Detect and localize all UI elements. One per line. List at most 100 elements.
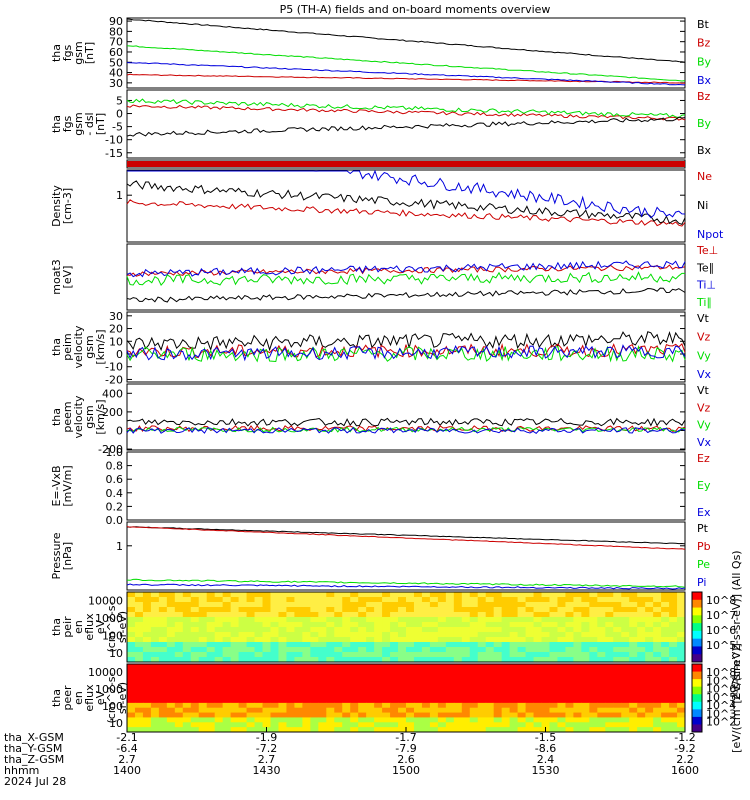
heatmap-cell — [645, 722, 654, 728]
panel-temp: moat3[eV]Te⊥Te∥Ti⊥Ti∥ — [50, 243, 718, 311]
heatmap-cell — [429, 698, 439, 704]
heatmap-cell — [398, 664, 407, 670]
ylabel-line: sr-eV) — [116, 611, 129, 643]
heatmap-cell — [198, 632, 208, 638]
heatmap-cell — [677, 612, 686, 618]
heatmap-cell — [214, 664, 224, 670]
heatmap-cell — [286, 727, 295, 733]
heatmap-cell — [445, 637, 455, 643]
heatmap-cell — [525, 642, 535, 648]
heatmap-cell — [158, 668, 168, 675]
heatmap-cell — [127, 698, 136, 704]
ylabel-line: velocity — [72, 325, 85, 368]
heatmap-cell — [573, 637, 582, 643]
heatmap-cell — [190, 707, 200, 714]
heatmap-cell — [246, 707, 256, 714]
heatmap-cell — [366, 668, 375, 675]
heatmap-cell — [541, 712, 550, 718]
panel-frame — [126, 311, 686, 383]
heatmap-cell — [166, 727, 176, 733]
heatmap-cell — [326, 632, 335, 638]
heatmap-cell — [493, 652, 503, 658]
heatmap-cell — [198, 678, 208, 684]
heatmap-cell — [629, 717, 638, 723]
heatmap-cell — [501, 617, 511, 623]
heatmap-cell — [270, 707, 279, 714]
heatmap-cell — [222, 602, 232, 608]
legend-efield-Ey: Ey — [697, 479, 711, 492]
heatmap-cell — [421, 717, 431, 723]
heatmap-cell — [278, 602, 287, 608]
heatmap-cell — [238, 707, 248, 714]
heatmap-cell — [198, 693, 208, 699]
heatmap-cell — [127, 673, 136, 680]
heatmap-cell — [469, 683, 479, 689]
heatmap-cell — [166, 592, 176, 598]
heatmap-cell — [557, 632, 566, 638]
heatmap-cell — [238, 683, 248, 689]
heatmap-cell — [270, 637, 279, 643]
heatmap-cell — [573, 698, 582, 704]
heatmap-cell — [334, 642, 343, 648]
heatmap-cell — [517, 693, 527, 699]
heatmap-cell — [310, 612, 319, 618]
heatmap-cell — [565, 668, 574, 675]
heatmap-cell — [358, 602, 367, 608]
heatmap-cell — [174, 652, 184, 658]
heatmap-cell — [246, 673, 256, 680]
heatmap-cell — [501, 637, 511, 643]
heatmap-cell — [318, 607, 327, 613]
xtick-label: -1.9 — [256, 731, 277, 744]
heatmap-cell — [445, 607, 455, 613]
series-Ni-line — [126, 180, 686, 226]
heatmap-cell — [198, 668, 208, 675]
heatmap-cell — [677, 698, 686, 704]
heatmap-cell — [182, 688, 192, 694]
heatmap-cell — [565, 702, 574, 709]
heatmap-cell — [581, 707, 590, 714]
heatmap-cell — [605, 632, 614, 638]
heatmap-cell — [421, 612, 431, 618]
heatmap-cell — [637, 673, 646, 680]
heatmap-cell — [517, 707, 527, 714]
heatmap-cell — [501, 707, 511, 714]
heatmap-cell — [190, 617, 200, 623]
heatmap-cell — [493, 632, 503, 638]
heatmap-cell — [421, 688, 431, 694]
heatmap-cell — [573, 622, 582, 628]
heatmap-cell — [198, 642, 208, 648]
heatmap-cell — [669, 602, 678, 608]
heatmap-cell — [390, 673, 399, 680]
heatmap-cell — [127, 612, 136, 618]
heatmap-cell — [230, 657, 240, 663]
heatmap-cell — [581, 652, 590, 658]
ytick-label: 60 — [109, 46, 123, 59]
heatmap-cell — [382, 722, 391, 728]
heatmap-cell — [549, 707, 558, 714]
heatmap-cell — [461, 683, 471, 689]
heatmap-cell — [294, 688, 303, 694]
heatmap-cell — [254, 652, 264, 658]
heatmap-cell — [278, 632, 287, 638]
heatmap-cell — [477, 712, 487, 718]
heatmap-cell — [310, 678, 319, 684]
heatmap-cell — [366, 657, 375, 663]
heatmap-cell — [302, 693, 311, 699]
heatmap-cell — [517, 612, 527, 618]
heatmap-cell — [589, 622, 598, 628]
heatmap-cell — [166, 717, 176, 723]
heatmap-cell — [597, 664, 606, 670]
heatmap-cell — [350, 722, 359, 728]
heatmap-cell — [390, 637, 399, 643]
heatmap-cell — [398, 688, 407, 694]
heatmap-cell — [629, 698, 638, 704]
heatmap-cell — [517, 642, 527, 648]
heatmap-cell — [198, 683, 208, 689]
heatmap-cell — [493, 727, 503, 733]
heatmap-cell — [653, 712, 662, 718]
heatmap-cell — [310, 632, 319, 638]
heatmap-cell — [565, 617, 574, 623]
heatmap-cell — [677, 597, 686, 603]
heatmap-cell — [134, 647, 144, 653]
heatmap-cell — [629, 647, 638, 653]
